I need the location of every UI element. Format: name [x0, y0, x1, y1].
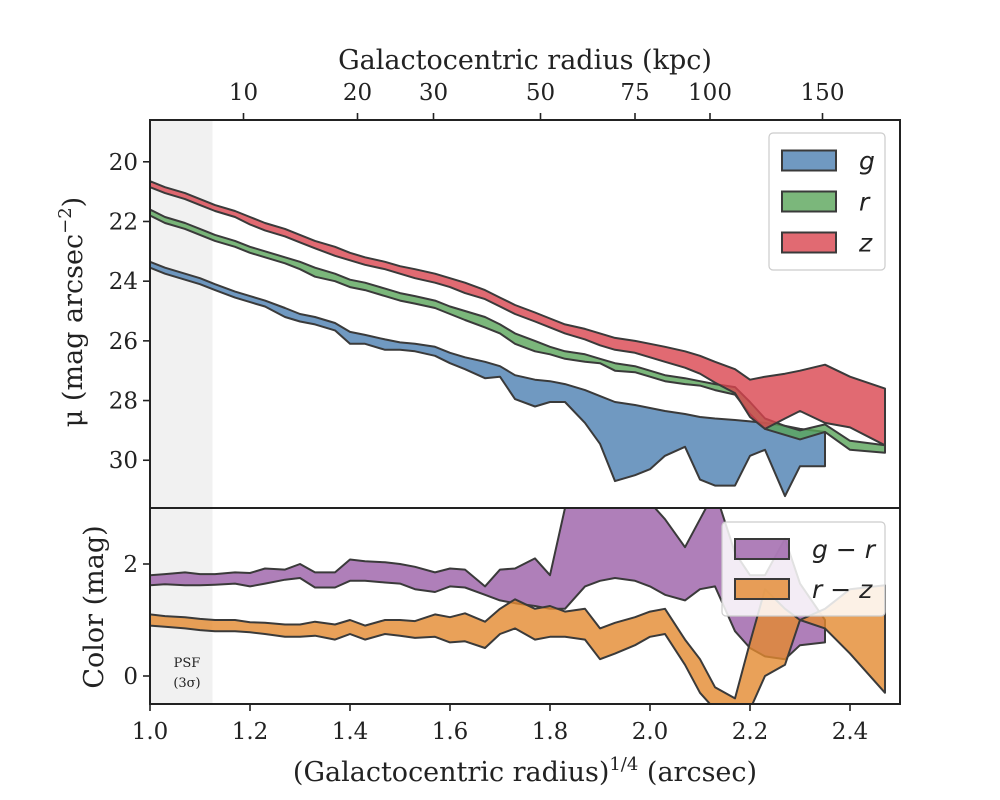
- x-axis-title: (Galactocentric radius)1/4 (arcsec): [293, 754, 757, 788]
- legend-swatch: [781, 231, 837, 254]
- x-tick-label: 2.0: [632, 719, 669, 745]
- legend-label: g: [859, 147, 875, 176]
- top-y-tick-label: 28: [109, 389, 138, 415]
- legend-label: r − z: [812, 575, 873, 604]
- x-axis-title-exponent: 1/4: [609, 754, 638, 775]
- x2-tick-label: 30: [419, 80, 448, 106]
- series-area: [150, 508, 826, 661]
- legend-swatch: [781, 190, 837, 213]
- bottom-y-tick-label: 0: [123, 664, 138, 690]
- x-tick-label: 1.2: [232, 719, 269, 745]
- x-tick-label: 1.6: [432, 719, 469, 745]
- x2-tick-label: 10: [229, 80, 258, 106]
- series-area: [150, 260, 826, 498]
- top-y-tick-label: 20: [109, 150, 138, 176]
- bottom-y-tick-label: 2: [123, 552, 138, 578]
- x-axis-title-spacer: [638, 757, 647, 788]
- x-tick-label: 1.4: [332, 719, 369, 745]
- top-y-tick-label: 22: [109, 209, 138, 235]
- psf-sigma-label: (3σ): [173, 676, 200, 691]
- series-area: [150, 584, 886, 704]
- x2-tick-label: 100: [688, 80, 732, 106]
- x-axis-title-unit: (arcsec): [647, 757, 757, 788]
- series-g-band: [150, 260, 826, 498]
- x-axis-title-main: (Galactocentric radius): [293, 757, 609, 788]
- top-y-axis-title-main: μ (mag arcsec: [58, 234, 89, 427]
- top-panel-series: [150, 180, 886, 498]
- psf-region-top: [150, 120, 213, 508]
- series-gr-band: [150, 508, 826, 661]
- bottom-y-axis-title: Color (mag): [79, 525, 110, 688]
- top-y-tick-label: 30: [109, 448, 138, 474]
- series-rz-band: [150, 584, 886, 704]
- x-tick-label: 1.8: [532, 719, 569, 745]
- series-area: [150, 180, 886, 447]
- top-y-axis-title-close: ): [58, 197, 89, 208]
- bottom-panel-frame: [149, 507, 901, 705]
- bottom-panel-series: [150, 508, 886, 704]
- bottom-legend: g − r r − z: [721, 521, 886, 617]
- x2-tick-label: 75: [620, 80, 649, 106]
- legend-swatch: [734, 538, 790, 560]
- x-tick-label: 1.0: [132, 719, 169, 745]
- series-r-band: [150, 208, 886, 454]
- psf-region-bottom: [150, 508, 213, 704]
- legend-label: r: [859, 188, 871, 217]
- psf-label: PSF: [174, 656, 201, 671]
- axis-ticks: 20 22 24 26 28 30 10 20 30 50 75 100 150 0 2 1.0 1.2 1.4 1…: [109, 80, 869, 745]
- top-y-tick-label: 24: [109, 269, 138, 295]
- series-z-band: [150, 180, 886, 447]
- x-tick-label: 2.4: [832, 719, 869, 745]
- legend-swatch: [734, 578, 790, 600]
- x2-tick-label: 150: [801, 80, 845, 106]
- legend-label: z: [858, 229, 873, 258]
- top-y-tick-label: 26: [109, 329, 138, 355]
- legend-swatch: [781, 149, 837, 172]
- x2-tick-label: 50: [526, 80, 555, 106]
- top-y-axis-title-exponent: −2: [55, 207, 76, 234]
- x2-axis-title: Galactocentric radius (kpc): [338, 45, 712, 76]
- top-y-axis-title: μ (mag arcsec−2): [55, 197, 89, 427]
- x-tick-label: 2.2: [732, 719, 769, 745]
- x2-tick-label: 20: [343, 80, 372, 106]
- top-legend: grz: [768, 132, 886, 271]
- series-area: [150, 208, 886, 454]
- legend-label: g − r: [812, 535, 877, 564]
